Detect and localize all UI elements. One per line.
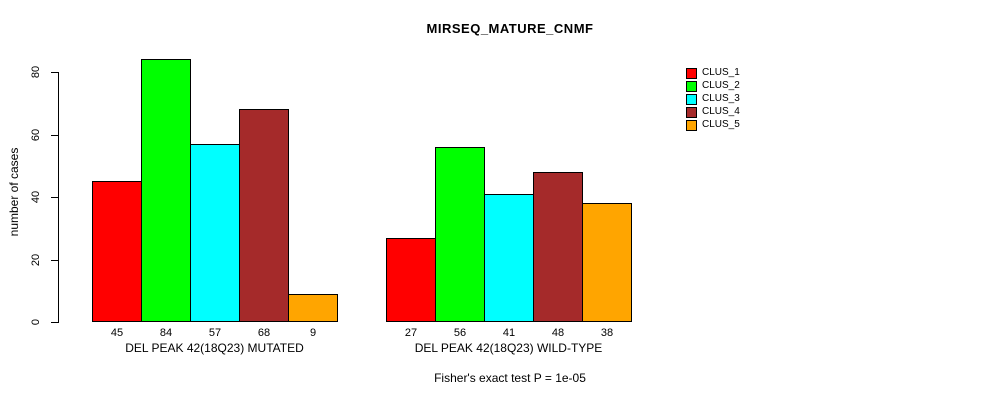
legend-swatch [686,107,697,118]
legend-swatch [686,68,697,79]
bar [239,109,289,322]
bar-value-label: 45 [110,327,124,339]
legend-label: CLUS_2 [702,80,740,91]
y-axis-line [58,72,59,323]
bar [190,144,240,322]
bar-value-label: 48 [551,327,565,339]
y-axis-tick-label: 80 [30,65,42,79]
bar [533,172,583,322]
y-axis-tick [51,322,58,323]
bar [386,238,436,322]
legend-swatch [686,120,697,131]
y-axis-tick-label: 0 [30,318,42,326]
y-axis-tick [51,260,58,261]
bar [288,294,338,322]
category-label: DEL PEAK 42(18Q23) WILD-TYPE [414,341,603,355]
y-axis-tick [51,197,58,198]
bar-value-label: 9 [309,327,317,339]
bar [435,147,485,322]
bar-value-label: 84 [159,327,173,339]
bar-value-label: 68 [257,327,271,339]
category-label: DEL PEAK 42(18Q23) MUTATED [125,341,304,355]
bar [582,203,632,322]
chart-title: MIRSEQ_MATURE_CNMF [426,21,594,36]
bar [484,194,534,322]
y-axis-tick-label: 60 [30,128,42,142]
legend-label: CLUS_4 [702,106,740,117]
annotation-text: Fisher's exact test P = 1e-05 [434,371,586,385]
legend-swatch [686,94,697,105]
bar [141,59,191,322]
bar-value-label: 56 [453,327,467,339]
y-axis-tick [51,72,58,73]
legend-label: CLUS_1 [702,67,740,78]
bar-value-label: 27 [404,327,418,339]
bar-value-label: 41 [502,327,516,339]
bar [92,181,142,322]
bar-value-label: 57 [208,327,222,339]
legend-label: CLUS_5 [702,119,740,130]
y-axis-tick [51,135,58,136]
legend-label: CLUS_3 [702,93,740,104]
bar-value-label: 38 [600,327,614,339]
y-axis-tick-label: 40 [30,190,42,204]
y-axis-tick-label: 20 [30,253,42,267]
legend-swatch [686,81,697,92]
